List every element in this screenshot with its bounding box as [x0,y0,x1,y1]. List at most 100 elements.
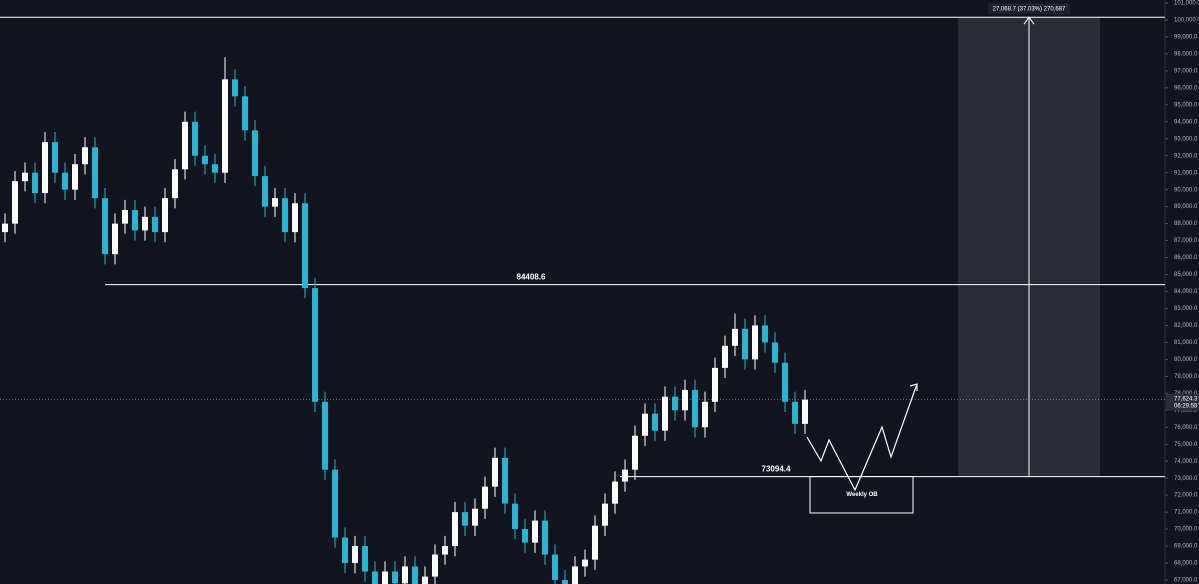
y-tick-label: 79,000.0 [1174,374,1198,380]
candle-body [122,210,128,224]
candle-body [612,481,618,504]
projection-arrowhead [909,383,918,391]
candle-body [622,469,628,482]
candle-body [272,198,278,207]
candle-body [172,169,178,199]
weekly-ob-box [809,476,914,514]
candle-body [632,435,638,470]
weekly-ob-label: Weekly OB [846,492,878,498]
candle-body [252,130,258,177]
y-tick-label: 91,000.0 [1174,170,1198,176]
y-tick-label: 81,000.0 [1174,340,1198,346]
candle-body [492,457,498,487]
y-tick-label: 72,000.0 [1174,493,1198,499]
position-label: 27,068.7 (37.03%) 270,687 [993,7,1066,13]
last-price-label: 77,624.3 [1174,396,1198,402]
candle-body [302,203,308,289]
candle-body [552,554,558,580]
candle-body [802,399,808,424]
candle-body [382,571,388,584]
candle-body [102,198,108,255]
y-tick-label: 82,000.0 [1174,323,1198,329]
candle-body [162,198,168,233]
last-price-tag [1166,393,1199,411]
candle-body [702,401,708,428]
projection-path [806,383,918,492]
candle-body [2,223,8,233]
candle-body [262,176,268,207]
candle-body [322,401,328,470]
level-label: 73094.4 [762,465,791,474]
candle-body [422,576,428,584]
y-tick-label: 86,000.0 [1174,255,1198,261]
y-tick-label: 100,000.0 [1174,18,1199,24]
y-tick-label: 101,000.0 [1174,1,1199,7]
y-tick-label: 69,000.0 [1174,544,1198,550]
candle-body [292,203,298,233]
y-tick-label: 98,000.0 [1174,51,1198,57]
candle-body [452,512,458,547]
candle-body [412,566,418,584]
candle-body [662,396,668,431]
y-tick-label: 96,000.0 [1174,85,1198,91]
candle-body [82,147,88,165]
candle-body [42,142,48,194]
candle-body [482,486,488,509]
candle-body [342,537,348,564]
candle-body [372,571,378,584]
candle-body [672,396,678,411]
candle-body [432,554,438,577]
candle-body [772,342,778,363]
candle-body [732,328,738,346]
y-tick-label: 70,000.0 [1174,527,1198,533]
candle-body [242,96,248,131]
y-tick-label: 95,000.0 [1174,102,1198,108]
candle-body [222,79,228,173]
y-tick-label: 76,000.0 [1174,425,1198,431]
candle-body [602,503,608,526]
candle-body [202,155,208,165]
y-tick-label: 89,000.0 [1174,204,1198,210]
candle-body [652,413,658,431]
candle-body [192,121,198,156]
y-tick-label: 75,000.0 [1174,442,1198,448]
candle-body [402,566,408,584]
candle-body [692,389,698,428]
candle-body [22,172,28,182]
y-tick-label: 85,000.0 [1174,272,1198,278]
candle-body [542,520,548,555]
y-tick-label: 68,000.0 [1174,561,1198,567]
candle-body [72,164,78,190]
candle-body [92,147,98,199]
candle-body [522,529,528,543]
candle-body [152,216,158,233]
candle-body [232,79,238,97]
y-tick-label: 84,000.0 [1174,289,1198,295]
y-tick-label: 80,000.0 [1174,357,1198,363]
candle-body [62,172,68,190]
y-tick-label: 97,000.0 [1174,68,1198,74]
y-tick-label: 90,000.0 [1174,187,1198,193]
candle-body [512,503,518,530]
y-tick-label: 93,000.0 [1174,136,1198,142]
candle-body [642,413,648,436]
candle-body [742,328,748,360]
y-tick-label: 71,000.0 [1174,510,1198,516]
candle-body [352,546,358,564]
y-tick-label: 74,000.0 [1174,459,1198,465]
candle-body [562,579,568,584]
candle-body [182,121,188,170]
candle-body [762,325,768,343]
candle-body [442,546,448,555]
candle-body [12,181,18,224]
countdown: 06:29:58 [1174,403,1198,409]
y-tick-label: 67,000.0 [1174,578,1198,584]
y-tick-label: 83,000.0 [1174,306,1198,312]
y-tick-label: 94,000.0 [1174,119,1198,125]
candle-body [752,325,758,360]
y-tick-label: 77,000.0 [1174,408,1198,414]
candle-body [462,512,468,526]
candle-body [582,559,588,567]
y-tick-label: 92,000.0 [1174,153,1198,159]
